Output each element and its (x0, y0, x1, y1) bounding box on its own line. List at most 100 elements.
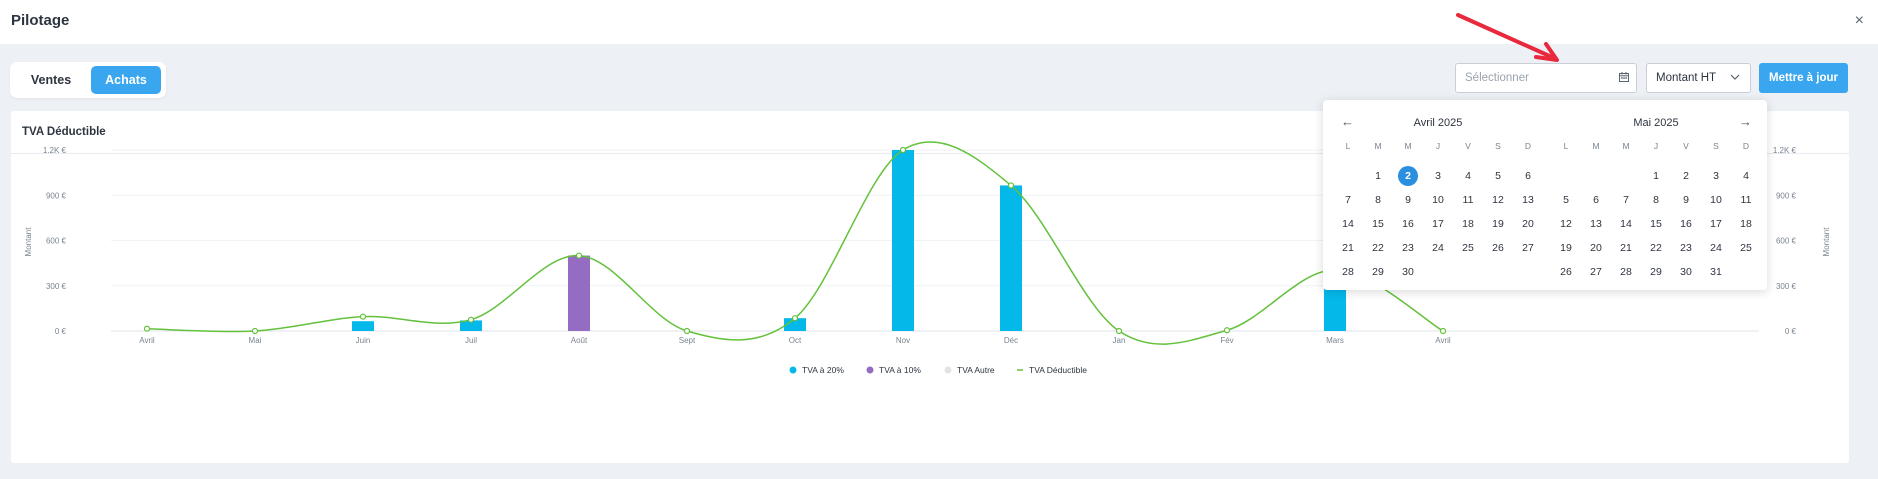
x-tick-label: Oct (789, 336, 802, 345)
calendar-day[interactable]: 13 (1522, 194, 1534, 206)
calendar-day[interactable]: 28 (1342, 266, 1354, 278)
tab-achats[interactable]: Achats (91, 66, 161, 94)
weekday-label: M (1622, 141, 1630, 151)
weekday-label: V (1683, 141, 1689, 151)
weekday-label: S (1713, 141, 1719, 151)
calendar-day[interactable]: 27 (1590, 266, 1602, 278)
x-tick-label: Déc (1004, 336, 1018, 345)
calendar-day[interactable]: 30 (1680, 266, 1692, 278)
calendar-day[interactable]: 27 (1522, 242, 1534, 254)
calendar-day[interactable]: 5 (1495, 170, 1501, 182)
arrow-left-icon[interactable]: ← (1341, 114, 1354, 129)
calendar-day[interactable]: 24 (1710, 242, 1722, 254)
calendar-day[interactable]: 7 (1345, 194, 1351, 206)
weekday-label: M (1404, 141, 1412, 151)
calendar-day[interactable]: 14 (1620, 218, 1632, 230)
y-axis-label-right: Montant (1822, 227, 1831, 257)
calendar-day[interactable]: 31 (1710, 266, 1722, 278)
y-tick-label-right: 300 € (1776, 282, 1797, 291)
x-tick-label: Sept (679, 336, 696, 345)
month-title: Mai 2025 (1633, 117, 1679, 129)
calendar-day[interactable]: 22 (1372, 242, 1384, 254)
calendar-day[interactable]: 5 (1563, 194, 1569, 206)
calendar-day[interactable]: 9 (1683, 194, 1689, 206)
calendar-day[interactable]: 15 (1650, 218, 1662, 230)
x-tick-label: Août (571, 336, 588, 345)
calendar-day[interactable]: 15 (1372, 218, 1384, 230)
calendar-day[interactable]: 18 (1740, 218, 1752, 230)
calendar-day[interactable]: 8 (1653, 194, 1659, 206)
calendar-day[interactable]: 2 (1683, 170, 1689, 182)
weekday-label: D (1742, 141, 1750, 151)
line-point (467, 316, 475, 323)
calendar-day[interactable]: 26 (1560, 266, 1572, 278)
calendar-day[interactable]: 3 (1713, 170, 1719, 182)
calendar-day[interactable]: 20 (1590, 242, 1602, 254)
calendar-day[interactable]: 9 (1405, 194, 1411, 206)
calendar-day[interactable]: 11 (1462, 194, 1474, 206)
calendar-day[interactable]: 1 (1375, 170, 1381, 182)
calendar-day[interactable]: 22 (1650, 242, 1662, 254)
calendar-day[interactable]: 16 (1680, 218, 1692, 230)
calendar-day[interactable]: 11 (1740, 194, 1752, 206)
calendar-empty (1581, 164, 1611, 188)
calendar-day[interactable]: 20 (1522, 218, 1534, 230)
y-tick-label-left: 1.2K € (43, 146, 67, 155)
calendar-day[interactable]: 4 (1743, 170, 1749, 182)
card-header: TVA Déductible (11, 111, 1849, 154)
calendar-day[interactable]: 21 (1342, 242, 1354, 254)
calendar-day[interactable]: 12 (1492, 194, 1504, 206)
calendar-day[interactable]: 23 (1680, 242, 1692, 254)
calendar-day[interactable]: 29 (1372, 266, 1384, 278)
x-tick-label: Avril (139, 336, 155, 345)
calendar-day[interactable]: 2 (1393, 164, 1423, 188)
calendar-day[interactable]: 18 (1462, 218, 1474, 230)
x-tick-label: Fév (1220, 336, 1233, 345)
calendar-day[interactable]: 14 (1342, 218, 1354, 230)
calendar-day[interactable]: 7 (1623, 194, 1629, 206)
calendar-day[interactable]: 10 (1432, 194, 1444, 206)
weekday-label: L (1345, 141, 1351, 151)
calendar-day[interactable]: 3 (1435, 170, 1441, 182)
weekday-label: V (1465, 141, 1471, 151)
calendar-day[interactable]: 19 (1560, 242, 1572, 254)
calendar-day[interactable]: 17 (1710, 218, 1722, 230)
calendar-day[interactable]: 28 (1620, 266, 1632, 278)
date-range-input[interactable]: Sélectionner (1455, 63, 1637, 93)
calendar-day[interactable]: 12 (1560, 218, 1572, 230)
y-tick-label-right: 900 € (1776, 191, 1797, 200)
amount-type-select[interactable]: Montant HT (1646, 63, 1751, 93)
calendar-empty (1513, 260, 1543, 284)
x-tick-label: Mai (249, 336, 262, 345)
red-arrow-icon (1456, 13, 1559, 62)
calendar-day[interactable]: 8 (1375, 194, 1381, 206)
calendar-icon (1619, 72, 1629, 82)
x-tick-label: Juil (465, 336, 477, 345)
update-button[interactable]: Mettre à jour (1759, 63, 1848, 93)
sales-purchases-toggle: Ventes Achats (10, 62, 166, 98)
day-grid: L M M J V S D 1 2 3 4 5 6 7 8 9 10 11 12 13 14 15 16 17 18 19 20 21… (1333, 140, 1543, 284)
calendar-day[interactable]: 6 (1593, 194, 1599, 206)
x-tick-label: Avril (1435, 336, 1451, 345)
calendar-day[interactable]: 13 (1590, 218, 1602, 230)
page-title: Pilotage (11, 12, 70, 29)
calendar-day[interactable]: 10 (1710, 194, 1722, 206)
calendar-day[interactable]: 1 (1653, 170, 1659, 182)
line-point (899, 146, 907, 154)
calendar-day[interactable]: 16 (1402, 218, 1414, 230)
tab-ventes[interactable]: Ventes (16, 66, 86, 94)
calendar-day[interactable]: 23 (1402, 242, 1414, 254)
calendar-day[interactable]: 24 (1432, 242, 1444, 254)
calendar-day[interactable]: 25 (1740, 242, 1752, 254)
calendar-day[interactable]: 19 (1492, 218, 1504, 230)
calendar-day[interactable]: 21 (1620, 242, 1632, 254)
calendar-day[interactable]: 17 (1432, 218, 1444, 230)
calendar-day[interactable]: 25 (1462, 242, 1474, 254)
calendar-day[interactable]: 6 (1525, 170, 1531, 182)
close-icon[interactable]: × (1854, 12, 1864, 29)
calendar-day[interactable]: 30 (1402, 266, 1414, 278)
calendar-day[interactable]: 26 (1492, 242, 1504, 254)
arrow-right-icon[interactable]: → (1739, 114, 1752, 129)
calendar-day[interactable]: 4 (1465, 170, 1471, 182)
calendar-day[interactable]: 29 (1650, 266, 1662, 278)
